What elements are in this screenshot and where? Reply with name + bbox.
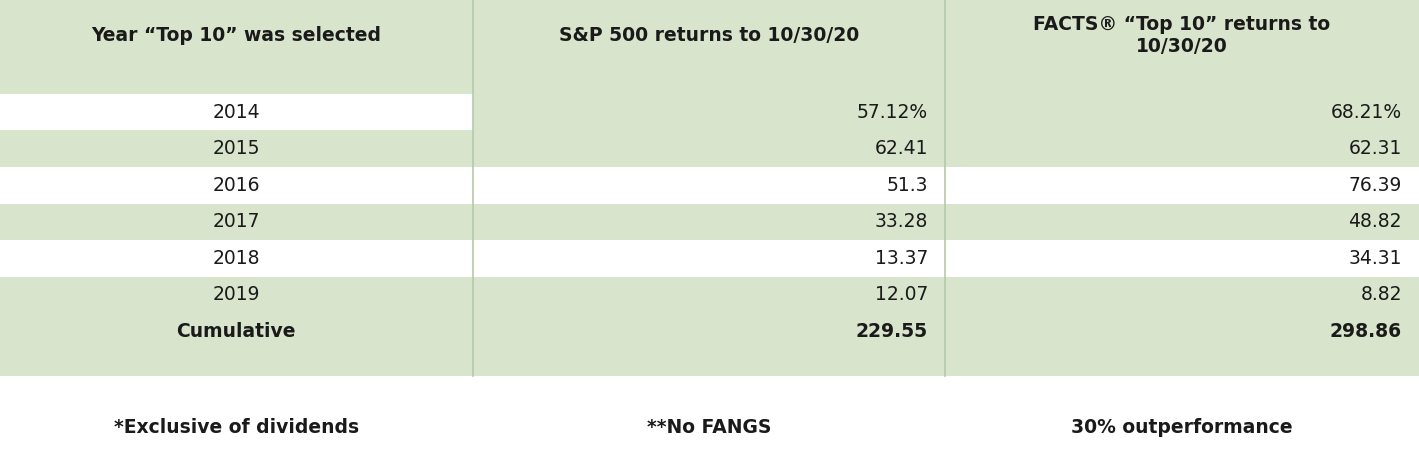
Bar <box>0 276 473 313</box>
Bar <box>0 313 473 350</box>
Text: 51.3: 51.3 <box>887 176 928 195</box>
Bar <box>473 402 945 454</box>
Bar <box>945 313 1419 350</box>
Text: 2019: 2019 <box>213 286 260 304</box>
Text: 2016: 2016 <box>213 176 260 195</box>
Bar <box>473 276 945 313</box>
Text: 2014: 2014 <box>213 103 260 122</box>
Bar <box>945 94 1419 130</box>
Bar <box>0 130 473 167</box>
Bar <box>0 350 473 376</box>
Bar <box>473 94 945 130</box>
Bar <box>473 167 945 203</box>
Text: 62.31: 62.31 <box>1348 139 1402 158</box>
Bar <box>0 376 473 402</box>
Bar <box>0 71 473 94</box>
Text: 30% outperformance: 30% outperformance <box>1071 419 1293 437</box>
Bar <box>945 0 1419 71</box>
Bar <box>945 376 1419 402</box>
Text: **No FANGS: **No FANGS <box>647 419 771 437</box>
Bar <box>0 0 473 71</box>
Text: S&P 500 returns to 10/30/20: S&P 500 returns to 10/30/20 <box>559 26 858 45</box>
Text: 76.39: 76.39 <box>1348 176 1402 195</box>
Text: 2018: 2018 <box>213 249 260 268</box>
Text: 229.55: 229.55 <box>856 322 928 341</box>
Text: 2015: 2015 <box>213 139 260 158</box>
Bar <box>945 276 1419 313</box>
Bar <box>0 402 473 454</box>
Text: 298.86: 298.86 <box>1330 322 1402 341</box>
Bar <box>473 240 945 276</box>
Text: 13.37: 13.37 <box>874 249 928 268</box>
Text: 2017: 2017 <box>213 212 260 231</box>
Bar <box>473 0 945 71</box>
Text: 48.82: 48.82 <box>1348 212 1402 231</box>
Bar <box>473 376 945 402</box>
Text: Year “Top 10” was selected: Year “Top 10” was selected <box>91 26 382 45</box>
Bar <box>473 350 945 376</box>
Bar <box>945 71 1419 94</box>
Text: Cumulative: Cumulative <box>176 322 297 341</box>
Text: 12.07: 12.07 <box>874 286 928 304</box>
Bar <box>945 130 1419 167</box>
Bar <box>0 94 473 130</box>
Bar <box>0 240 473 276</box>
Bar <box>0 167 473 203</box>
Bar <box>945 350 1419 376</box>
Bar <box>473 130 945 167</box>
Text: 57.12%: 57.12% <box>857 103 928 122</box>
Text: 33.28: 33.28 <box>874 212 928 231</box>
Text: FACTS® “Top 10” returns to
10/30/20: FACTS® “Top 10” returns to 10/30/20 <box>1033 15 1331 56</box>
Bar <box>0 203 473 240</box>
Text: 62.41: 62.41 <box>874 139 928 158</box>
Text: *Exclusive of dividends: *Exclusive of dividends <box>114 419 359 437</box>
Bar <box>945 167 1419 203</box>
Bar <box>945 402 1419 454</box>
Text: 8.82: 8.82 <box>1361 286 1402 304</box>
Bar <box>945 240 1419 276</box>
Text: 34.31: 34.31 <box>1348 249 1402 268</box>
Bar <box>473 313 945 350</box>
Bar <box>473 203 945 240</box>
Text: 68.21%: 68.21% <box>1331 103 1402 122</box>
Bar <box>473 71 945 94</box>
Bar <box>945 203 1419 240</box>
